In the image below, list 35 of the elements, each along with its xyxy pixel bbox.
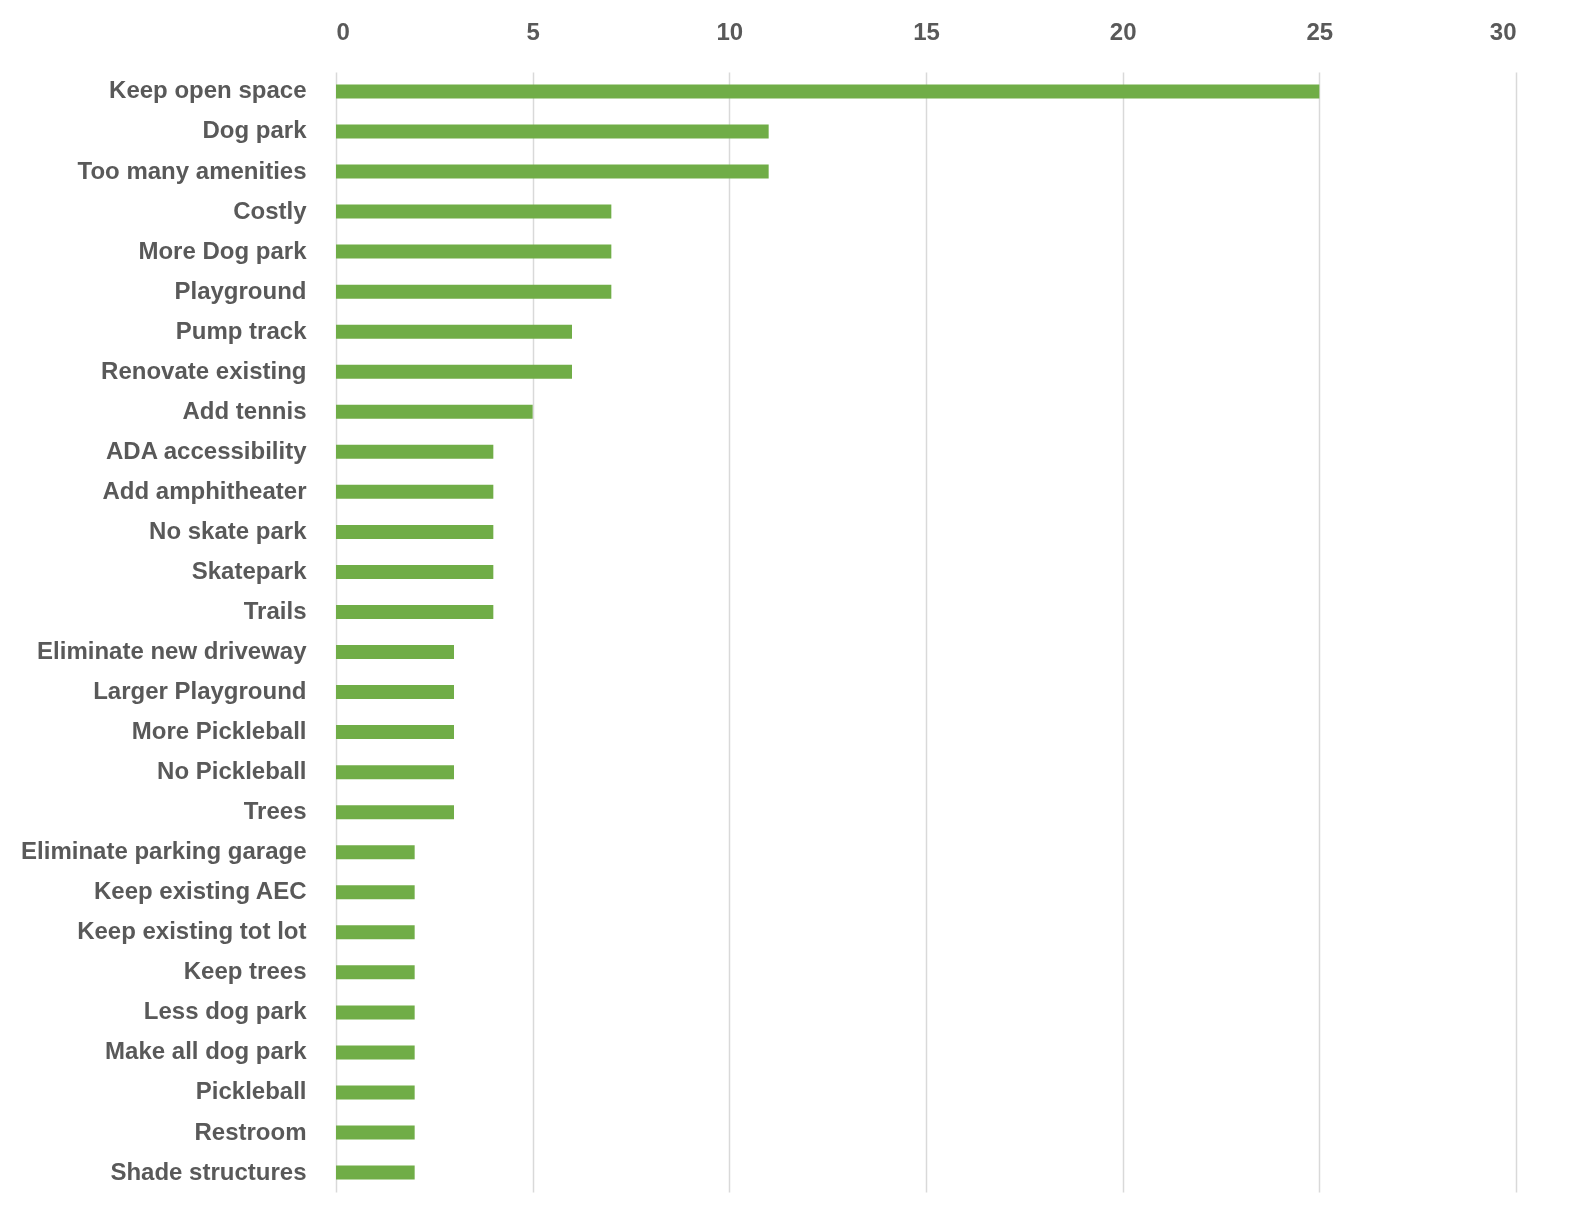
y-tick-label: Pump track: [175, 316, 308, 344]
y-tick-label: Trails: [243, 596, 307, 624]
y-tick-label: Larger Playground: [93, 677, 307, 705]
y-tick-label: Restroom: [194, 1117, 307, 1145]
y-tick-label: Skatepark: [191, 556, 308, 584]
x-tick-label: 10: [716, 17, 744, 45]
y-tick-label: Eliminate new driveway: [37, 637, 308, 665]
y-tick-label: Make all dog park: [105, 1037, 308, 1065]
y-tick-label: Less dog park: [143, 997, 308, 1025]
y-tick-label: Dog park: [202, 116, 308, 144]
y-tick-label: Keep existing AEC: [94, 877, 307, 905]
y-tick-label: Trees: [243, 797, 307, 825]
y-tick-label: Shade structures: [110, 1157, 307, 1185]
y-tick-label: No skate park: [149, 516, 308, 544]
x-tick-label: 0: [336, 17, 350, 45]
y-tick-label: Playground: [174, 276, 307, 304]
y-tick-label: Costly: [233, 196, 308, 224]
y-tick-label: Add amphitheater: [102, 476, 307, 504]
x-tick-label: 25: [1306, 17, 1334, 45]
x-tick-label: 20: [1109, 17, 1137, 45]
x-tick-label: 30: [1489, 17, 1517, 45]
y-tick-label: Pickleball: [195, 1077, 307, 1105]
y-tick-label: Eliminate parking garage: [21, 837, 307, 865]
y-tick-label: Renovate existing: [101, 356, 307, 384]
y-tick-label: No Pickleball: [157, 757, 307, 785]
x-tick-label: 5: [526, 17, 540, 45]
y-tick-label: Keep open space: [109, 76, 307, 104]
x-tick-label: 15: [913, 17, 940, 45]
y-tick-label: Too many amenities: [77, 156, 307, 184]
y-tick-label: ADA accessibility: [105, 436, 308, 464]
y-tick-label: More Dog park: [138, 236, 308, 264]
y-tick-label: Keep trees: [183, 957, 307, 985]
y-tick-label: Keep existing tot lot: [77, 917, 307, 945]
y-tick-label: More Pickleball: [131, 717, 307, 745]
y-tick-label: Add tennis: [182, 396, 307, 424]
